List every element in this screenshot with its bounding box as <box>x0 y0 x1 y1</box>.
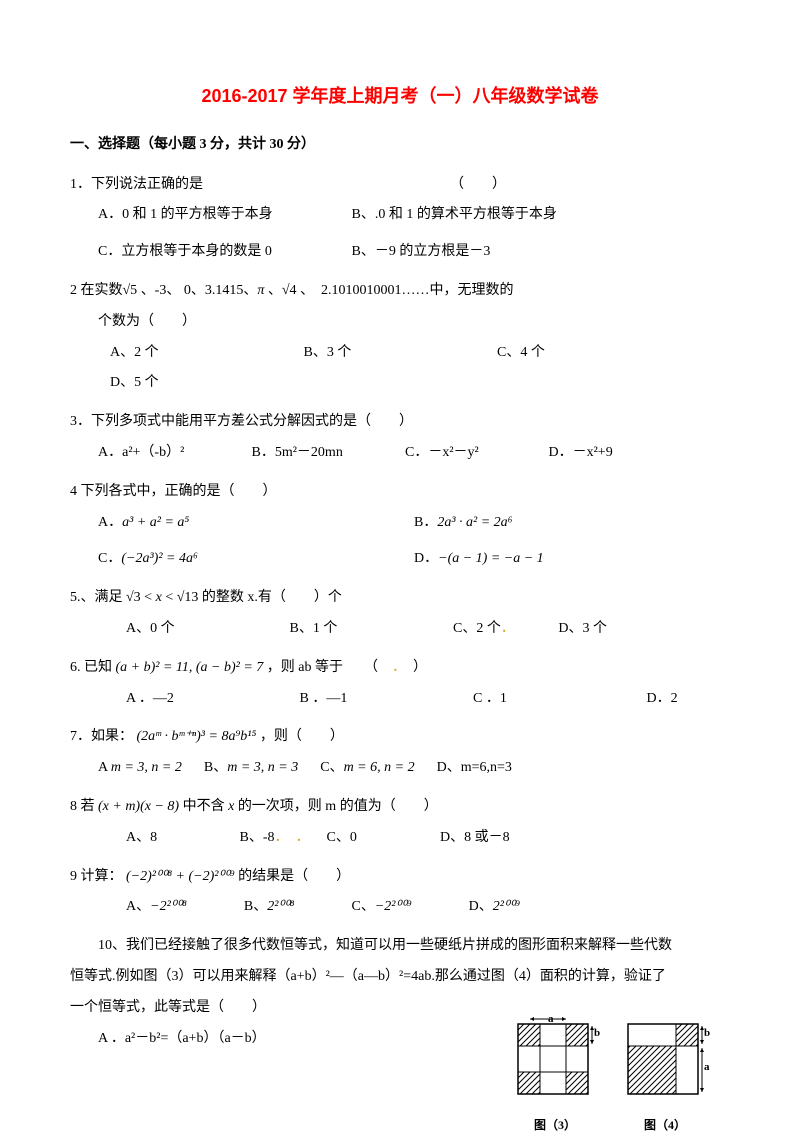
q5-opt-b: B、1 个 <box>290 614 380 645</box>
q1-paren: （ ） <box>450 177 506 192</box>
question-2: 2 在实数√5 、-3、 0、3.1415、π 、√4 、 2.10100100… <box>70 276 730 399</box>
figure-4-label: 图（4） <box>620 1112 710 1138</box>
q9-opt-c-pre: C、 <box>352 899 375 914</box>
q1-text: 1．下列说法正确的是 <box>70 177 203 192</box>
q8-opt-d: D、8 或－8 <box>440 830 510 845</box>
q3-opt-c: C．－x²－y² <box>405 438 505 469</box>
question-8: 8 若 (x + m)(x − 8) 中不含 x 的一次项，则 m 的值为（ ）… <box>70 792 730 854</box>
q2-opt-d: D、5 个 <box>110 368 159 399</box>
q2-text-mid: 、-3、 0、3.1415、 <box>141 283 258 298</box>
label-b4: b <box>704 1027 710 1039</box>
q7-opt-a-pre: A <box>98 760 111 775</box>
q8-opt-a: A、8 <box>126 823 196 854</box>
q10-line2: 恒等式.例如图（3）可以用来解释（a+b）²—（a—b）²=4ab.那么通过图（… <box>70 962 730 993</box>
q2-opt-b: B、3 个 <box>304 338 424 369</box>
q5-opt-c: C、2 个 <box>453 621 501 636</box>
q7-opt-c-pre: C、 <box>320 760 343 775</box>
q8-opt-b: B、-8 <box>240 830 275 845</box>
q4-opt-d-pre: D． <box>414 551 438 566</box>
q6-opt-a: A ．—2 <box>126 684 226 715</box>
q2-text-pre: 2 在实数 <box>70 283 123 298</box>
q1-opt-d: B、－9 的立方根是－3 <box>352 237 491 268</box>
q7-text-pre: 7．如果： <box>70 729 133 744</box>
q2-opt-c: C、4 个 <box>497 338 597 369</box>
question-9: 9 计算： (−2)²⁰⁰⁸ + (−2)²⁰⁰⁹ 的结果是（ ） A、−2²⁰… <box>70 862 730 924</box>
q6-opt-b: B ．—1 <box>300 684 400 715</box>
question-7: 7．如果： (2aᵐ · bᵐ⁺ⁿ)³ = 8a⁹b¹⁵ ，则（ ） A m =… <box>70 722 730 784</box>
q4-opt-b-pre: B． <box>414 515 437 530</box>
q8-text-pre: 8 若 <box>70 799 95 814</box>
q2-text-end: 、 2.1010010001……中，无理数的 <box>300 283 514 298</box>
question-3: 3．下列多项式中能用平方差公式分解因式的是（ ） A．a²+（-b）² B．5m… <box>70 407 730 469</box>
q7-text-end: ，则（ ） <box>260 729 344 744</box>
q6-text-pre: 6. 已知 <box>70 660 112 675</box>
q4-opt-c-pre: C． <box>98 551 121 566</box>
q6-opt-d: D．2 <box>647 691 678 706</box>
q9-opt-d-pre: D、 <box>469 899 493 914</box>
q9-opt-a-pre: A、 <box>126 899 150 914</box>
q2-line2: 个数为（ ） <box>70 307 730 338</box>
q3-opt-d: D．－x²+9 <box>549 438 613 469</box>
question-5: 5.、满足 √3 < x < √13 的整数 x.有（ ）个 A、0 个 B、1… <box>70 583 730 645</box>
q1-opt-b: B、.0 和 1 的算术平方根等于本身 <box>352 200 557 231</box>
q10-line1: 10、我们已经接触了很多代数恒等式，知道可以用一些硬纸片拼成的图形面积来解释一些… <box>70 931 730 962</box>
q4-opt-a-pre: A． <box>98 515 122 530</box>
q3-opt-b: B．5m²－20mn <box>252 438 362 469</box>
question-6: 6. 已知 (a + b)² = 11, (a − b)² = 7 ，则 ab … <box>70 653 730 715</box>
section-header: 一、选择题（每小题 3 分，共计 30 分） <box>70 132 730 157</box>
q4-text: 4 下列各式中，正确的是（ ） <box>70 484 277 499</box>
q1-opt-c: C．立方根等于本身的数是 0 <box>98 237 308 268</box>
q3-text: 3．下列多项式中能用平方差公式分解因式的是（ ） <box>70 414 413 429</box>
q1-opt-a: A．0 和 1 的平方根等于本身 <box>98 200 308 231</box>
q9-text-end: 的结果是（ ） <box>238 869 350 884</box>
q6-text-end2: ） <box>399 660 427 675</box>
q2-text-mid2: 、 <box>268 283 282 298</box>
q7-opt-b-pre: B、 <box>204 760 227 775</box>
q8-text-end: 的一次项，则 m 的值为（ ） <box>238 799 438 814</box>
label-b: b <box>594 1027 600 1039</box>
question-4: 4 下列各式中，正确的是（ ） A．a³ + a² = a⁵ B．2a³ · a… <box>70 477 730 575</box>
q9-text-pre: 9 计算： <box>70 869 123 884</box>
q5-text-end: 的整数 x.有（ ）个 <box>202 590 342 605</box>
diagram-container: a b 图（3） <box>510 1014 730 1139</box>
question-1: 1．下列说法正确的是 （ ） A．0 和 1 的平方根等于本身 B、.0 和 1… <box>70 170 730 268</box>
q2-opt-a: A、2 个 <box>110 338 230 369</box>
q5-opt-d: D、3 个 <box>558 621 607 636</box>
question-10: 10、我们已经接触了很多代数恒等式，知道可以用一些硬纸片拼成的图形面积来解释一些… <box>70 931 730 1054</box>
figure-3: a b <box>510 1014 600 1096</box>
q8-text-mid: 中不含 <box>183 799 225 814</box>
q8-opt-c: C、0 <box>327 823 397 854</box>
q5-opt-a: A、0 个 <box>126 614 216 645</box>
q3-opt-a: A．a²+（-b）² <box>98 438 208 469</box>
q5-text-pre: 5.、满足 <box>70 590 123 605</box>
q7-opt-d: D、m=6,n=3 <box>437 760 512 775</box>
figure-4: b a <box>620 1014 710 1096</box>
q6-text-end: ，则 ab 等于 （ <box>267 660 392 675</box>
figure-3-label: 图（3） <box>510 1112 600 1138</box>
label-a4: a <box>704 1061 710 1073</box>
q6-opt-c: C ．1 <box>473 684 573 715</box>
q9-opt-b-pre: B、 <box>244 899 267 914</box>
page-title: 2016-2017 学年度上期月考（一）八年级数学试卷 <box>70 80 730 112</box>
